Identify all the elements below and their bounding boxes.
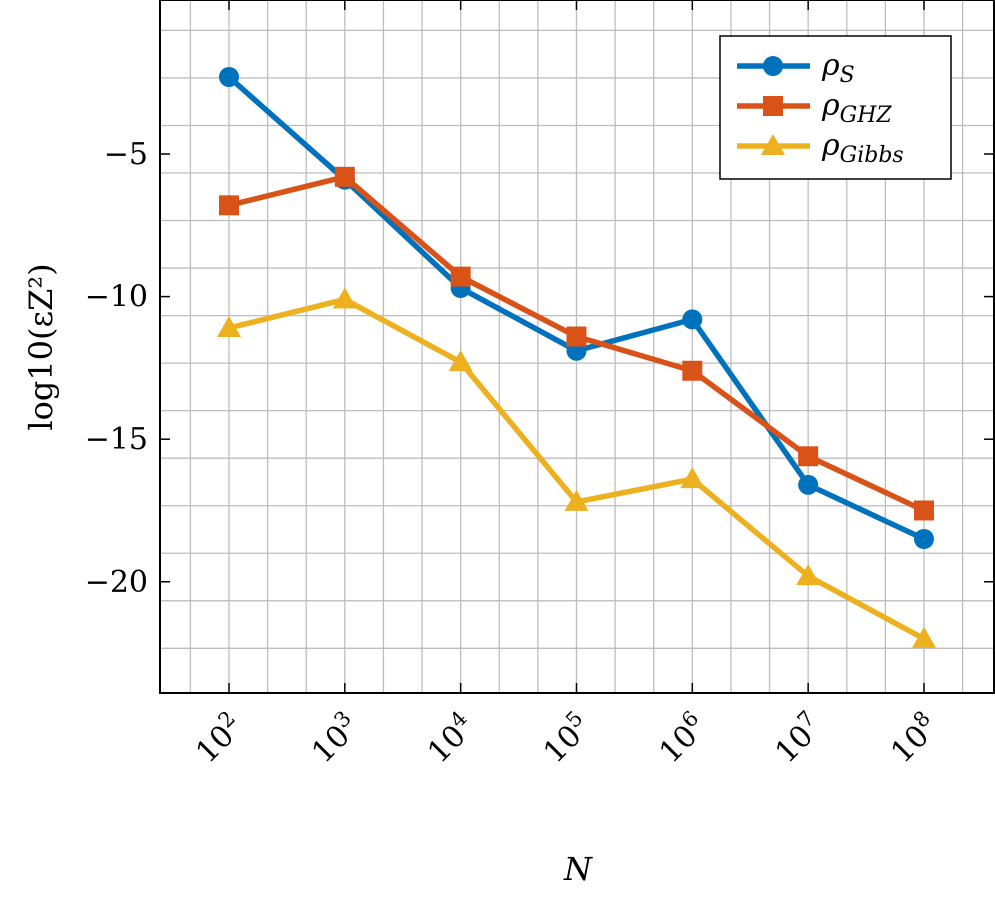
- x-tick-label: 106: [650, 706, 714, 770]
- y-tick-label: −15: [85, 422, 148, 457]
- legend-entry: ρS: [737, 48, 855, 88]
- x-tick-label: 108: [882, 706, 946, 770]
- series-layer: [217, 67, 936, 648]
- data-point: [682, 360, 703, 381]
- series-gibbs: [217, 287, 936, 648]
- data-point: [566, 326, 587, 347]
- legend-entry: ρGibbs: [737, 128, 904, 168]
- x-tick-label: 103: [302, 706, 366, 770]
- data-point: [450, 266, 471, 287]
- data-point: [564, 489, 589, 511]
- data-point: [798, 474, 819, 495]
- y-axis-title: log10(εZ²): [22, 263, 60, 430]
- y-tick-label: −20: [85, 565, 148, 600]
- legend-label: ρS: [821, 48, 855, 88]
- x-tick-label: 102: [187, 706, 251, 770]
- data-point: [680, 467, 705, 489]
- legend-marker: [763, 96, 783, 116]
- x-tick-label: 105: [534, 706, 598, 770]
- data-point: [448, 350, 473, 372]
- legend-entry: ρGHZ: [737, 88, 892, 128]
- data-point: [682, 309, 703, 330]
- data-point: [219, 67, 239, 87]
- data-point: [219, 195, 239, 216]
- x-tick-labels: 102 103 104 105 106 107 108: [187, 706, 946, 770]
- x-tick-label: 107: [766, 706, 830, 770]
- y-tick-label: −10: [85, 280, 148, 315]
- data-point: [798, 446, 819, 467]
- data-point: [913, 529, 934, 549]
- series-ghz: [219, 166, 934, 521]
- legend-label: ρGHZ: [821, 88, 892, 128]
- data-point: [332, 287, 357, 309]
- legend-marker: [763, 56, 783, 76]
- data-point: [911, 626, 936, 648]
- data-point: [913, 500, 934, 521]
- data-point: [334, 166, 355, 187]
- legend-marker: [761, 134, 785, 155]
- data-point: [217, 315, 241, 337]
- axis-ticks: [160, 0, 994, 693]
- y-tick-labels: −5 −10 −15 −20: [85, 137, 148, 600]
- data-point: [796, 564, 821, 586]
- x-tick-label: 104: [418, 706, 482, 770]
- legend-label: ρGibbs: [821, 128, 904, 168]
- y-tick-label: −5: [104, 137, 148, 172]
- x-axis-title: N: [563, 850, 593, 888]
